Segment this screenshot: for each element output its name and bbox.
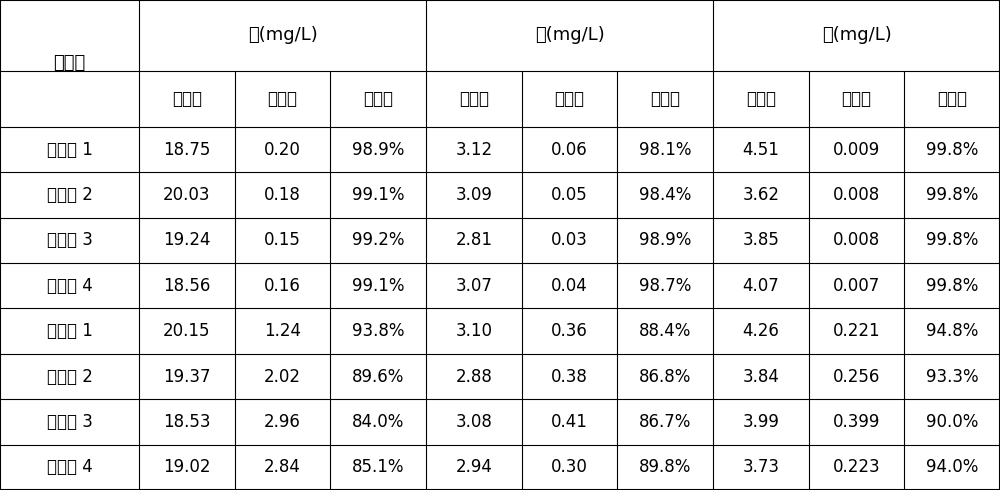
Text: 0.18: 0.18 <box>264 186 301 204</box>
Text: 0.007: 0.007 <box>833 277 880 295</box>
Text: 处理后: 处理后 <box>842 90 872 108</box>
Text: 94.0%: 94.0% <box>926 458 978 476</box>
Text: 3.99: 3.99 <box>742 413 779 431</box>
Text: 98.9%: 98.9% <box>639 231 691 249</box>
Text: 4.07: 4.07 <box>742 277 779 295</box>
Text: 88.4%: 88.4% <box>639 322 691 340</box>
Text: 86.7%: 86.7% <box>639 413 691 431</box>
Text: 0.008: 0.008 <box>833 186 880 204</box>
Text: 0.16: 0.16 <box>264 277 301 295</box>
Text: 对比例 1: 对比例 1 <box>47 322 93 340</box>
Text: 实施例 1: 实施例 1 <box>47 141 93 159</box>
Text: 99.8%: 99.8% <box>926 231 978 249</box>
Text: 0.36: 0.36 <box>551 322 588 340</box>
Text: 去除率: 去除率 <box>363 90 393 108</box>
Text: 19.02: 19.02 <box>163 458 211 476</box>
Text: 0.41: 0.41 <box>551 413 588 431</box>
Text: 2.02: 2.02 <box>264 368 301 386</box>
Text: 对比例 4: 对比例 4 <box>47 458 92 476</box>
Text: 3.08: 3.08 <box>455 413 492 431</box>
Text: 84.0%: 84.0% <box>352 413 404 431</box>
Text: 0.06: 0.06 <box>551 141 588 159</box>
Text: 实施例 3: 实施例 3 <box>47 231 93 249</box>
Text: 0.04: 0.04 <box>551 277 588 295</box>
Text: 3.62: 3.62 <box>742 186 779 204</box>
Text: 处理前: 处理前 <box>459 90 489 108</box>
Text: 0.009: 0.009 <box>833 141 880 159</box>
Text: 98.4%: 98.4% <box>639 186 691 204</box>
Text: 89.6%: 89.6% <box>352 368 404 386</box>
Text: 2.96: 2.96 <box>264 413 301 431</box>
Text: 3.09: 3.09 <box>455 186 492 204</box>
Text: 0.20: 0.20 <box>264 141 301 159</box>
Text: 19.24: 19.24 <box>163 231 211 249</box>
Text: 2.81: 2.81 <box>455 231 492 249</box>
Text: 铜(mg/L): 铜(mg/L) <box>248 26 317 45</box>
Text: 去除率: 去除率 <box>650 90 680 108</box>
Text: 对比例 2: 对比例 2 <box>47 368 93 386</box>
Text: 0.221: 0.221 <box>833 322 880 340</box>
Text: 18.53: 18.53 <box>163 413 211 431</box>
Text: 99.1%: 99.1% <box>352 186 405 204</box>
Text: 0.38: 0.38 <box>551 368 588 386</box>
Text: 0.256: 0.256 <box>833 368 880 386</box>
Text: 98.7%: 98.7% <box>639 277 691 295</box>
Text: 3.85: 3.85 <box>742 231 779 249</box>
Text: 0.223: 0.223 <box>833 458 880 476</box>
Text: 铅(mg/L): 铅(mg/L) <box>822 26 891 45</box>
Text: 铬(mg/L): 铬(mg/L) <box>535 26 604 45</box>
Text: 0.30: 0.30 <box>551 458 588 476</box>
Text: 18.75: 18.75 <box>163 141 211 159</box>
Text: 3.07: 3.07 <box>455 277 492 295</box>
Text: 18.56: 18.56 <box>163 277 211 295</box>
Text: 3.73: 3.73 <box>742 458 779 476</box>
Text: 实施例 2: 实施例 2 <box>47 186 93 204</box>
Text: 处理前: 处理前 <box>746 90 776 108</box>
Text: 3.10: 3.10 <box>455 322 492 340</box>
Text: 3.12: 3.12 <box>455 141 492 159</box>
Text: 实施例 4: 实施例 4 <box>47 277 92 295</box>
Text: 93.8%: 93.8% <box>352 322 405 340</box>
Text: 0.399: 0.399 <box>833 413 880 431</box>
Text: 20.03: 20.03 <box>163 186 211 204</box>
Text: 94.8%: 94.8% <box>926 322 978 340</box>
Text: 0.15: 0.15 <box>264 231 301 249</box>
Text: 20.15: 20.15 <box>163 322 211 340</box>
Text: 4.51: 4.51 <box>742 141 779 159</box>
Text: 2.88: 2.88 <box>455 368 492 386</box>
Text: 99.8%: 99.8% <box>926 277 978 295</box>
Text: 3.84: 3.84 <box>742 368 779 386</box>
Text: 处理前: 处理前 <box>172 90 202 108</box>
Text: 处理后: 处理后 <box>555 90 585 108</box>
Text: 90.0%: 90.0% <box>926 413 978 431</box>
Text: 93.3%: 93.3% <box>926 368 978 386</box>
Text: 99.8%: 99.8% <box>926 186 978 204</box>
Text: 2.84: 2.84 <box>264 458 301 476</box>
Text: 对比例 3: 对比例 3 <box>47 413 93 431</box>
Text: 2.94: 2.94 <box>455 458 492 476</box>
Text: 处理后: 处理后 <box>268 90 298 108</box>
Text: 19.37: 19.37 <box>163 368 211 386</box>
Text: 处理剂: 处理剂 <box>53 54 86 73</box>
Text: 去除率: 去除率 <box>937 90 967 108</box>
Text: 86.8%: 86.8% <box>639 368 691 386</box>
Text: 89.8%: 89.8% <box>639 458 691 476</box>
Text: 0.05: 0.05 <box>551 186 588 204</box>
Text: 98.1%: 98.1% <box>639 141 691 159</box>
Text: 85.1%: 85.1% <box>352 458 405 476</box>
Text: 99.1%: 99.1% <box>352 277 405 295</box>
Text: 99.2%: 99.2% <box>352 231 405 249</box>
Text: 4.26: 4.26 <box>742 322 779 340</box>
Text: 0.03: 0.03 <box>551 231 588 249</box>
Text: 1.24: 1.24 <box>264 322 301 340</box>
Text: 0.008: 0.008 <box>833 231 880 249</box>
Text: 98.9%: 98.9% <box>352 141 404 159</box>
Text: 99.8%: 99.8% <box>926 141 978 159</box>
